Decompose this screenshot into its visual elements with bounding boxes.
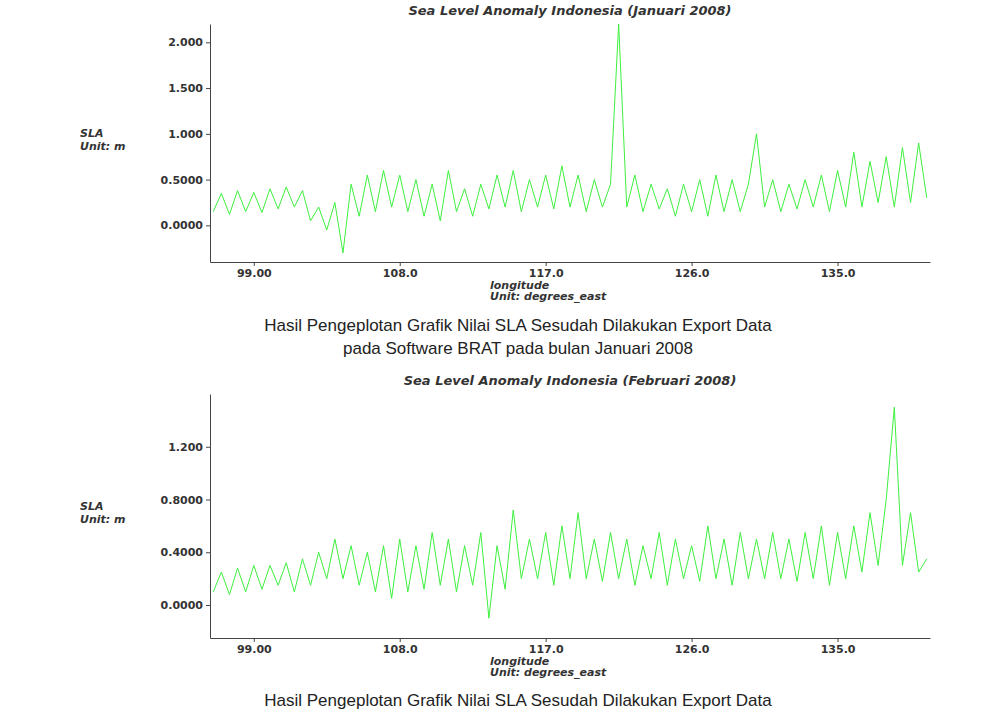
- y-tick-label: 0.0000: [161, 219, 204, 232]
- caption: Hasil Pengeplotan Grafik Nilai SLA Sesud…: [264, 691, 772, 710]
- x-tick-mark: [400, 638, 401, 642]
- y-tick-mark: [206, 605, 210, 606]
- y-axis: 0.0000 0.5000 1.000 1.500 2.000: [161, 25, 211, 263]
- y-tick-mark: [206, 180, 210, 181]
- y-tick-label: 0.4000: [161, 546, 204, 559]
- y-tick: 2.000: [168, 36, 210, 49]
- x-tick-mark: [692, 638, 693, 642]
- x-tick-label: 117.0: [529, 643, 564, 656]
- chart-title: Sea Level Anomaly Indonesia (Januari 200…: [408, 3, 731, 18]
- x-axis-title: Unit: degrees_east: [490, 666, 607, 679]
- y-tick: 1.000: [168, 128, 210, 141]
- x-tick: 108.0: [383, 638, 418, 656]
- x-tick-mark: [838, 638, 839, 642]
- x-tick-label: 126.0: [675, 267, 710, 280]
- x-tick: 135.0: [821, 262, 856, 280]
- x-tick-mark: [254, 638, 255, 642]
- y-axis-line: [210, 395, 211, 639]
- y-tick: 1.200: [168, 441, 210, 454]
- y-tick-label: 0.0000: [161, 599, 204, 612]
- x-axis: 99.00 108.0 117.0 126.0 135.0: [211, 262, 931, 280]
- x-tick: 135.0: [821, 638, 856, 656]
- y-tick-label: 1.500: [168, 82, 203, 95]
- y-tick: 1.500: [168, 82, 210, 95]
- y-tick-label: 1.200: [168, 441, 203, 454]
- y-tick-mark: [206, 42, 210, 43]
- chart-panel: Sea Level Anomaly Indonesia (Februari 20…: [58, 372, 968, 680]
- x-tick: 99.00: [237, 262, 272, 280]
- x-tick: 108.0: [383, 262, 418, 280]
- x-axis-title: Unit: degrees_east: [490, 290, 607, 303]
- x-axis-line: [211, 262, 931, 263]
- caption: Hasil Pengeplotan Grafik Nilai SLA Sesud…: [264, 316, 772, 335]
- y-axis-title: Unit: m: [80, 140, 125, 153]
- y-tick-label: 0.5000: [161, 174, 204, 187]
- panel-background: [58, 372, 968, 680]
- x-tick-label: 99.00: [237, 267, 272, 280]
- y-axis: 0.0000 0.4000 0.8000 1.200: [161, 395, 211, 639]
- plot-area: [213, 407, 927, 618]
- x-tick-label: 108.0: [383, 643, 418, 656]
- y-axis-title: SLA: [80, 127, 103, 140]
- y-axis-line: [210, 25, 211, 263]
- panel-background: [58, 0, 968, 306]
- x-tick-label: 135.0: [821, 643, 856, 656]
- y-tick: 0.0000: [161, 219, 210, 232]
- sla-line: [213, 407, 927, 618]
- x-tick: 99.00: [237, 638, 272, 656]
- chart-title: Sea Level Anomaly Indonesia (Februari 20…: [404, 373, 737, 388]
- x-tick: 117.0: [529, 262, 564, 280]
- sla-line: [213, 24, 927, 253]
- y-tick-mark: [206, 552, 210, 553]
- y-tick-mark: [206, 88, 210, 89]
- plot-area: [213, 24, 927, 253]
- x-axis-line: [211, 638, 931, 639]
- x-tick-mark: [546, 262, 547, 266]
- x-tick-label: 117.0: [529, 267, 564, 280]
- y-tick-mark: [206, 500, 210, 501]
- y-tick-label: 2.000: [168, 36, 203, 49]
- y-tick-mark: [206, 447, 210, 448]
- y-tick-label: 0.8000: [161, 494, 204, 507]
- x-axis: 99.00 108.0 117.0 126.0 135.0: [211, 638, 931, 656]
- y-tick: 0.5000: [161, 174, 210, 187]
- x-tick-label: 135.0: [821, 267, 856, 280]
- y-tick-mark: [206, 225, 210, 226]
- x-tick-label: 99.00: [237, 643, 272, 656]
- x-tick-mark: [254, 262, 255, 266]
- x-tick-label: 108.0: [383, 267, 418, 280]
- y-tick: 0.4000: [161, 546, 210, 559]
- x-tick-mark: [546, 638, 547, 642]
- x-tick: 126.0: [675, 262, 710, 280]
- x-tick: 126.0: [675, 638, 710, 656]
- slide: Sea Level Anomaly Indonesia (Januari 200…: [0, 0, 1008, 718]
- y-tick: 0.8000: [161, 494, 210, 507]
- x-tick: 117.0: [529, 638, 564, 656]
- x-tick-mark: [838, 262, 839, 266]
- y-axis-title: SLA: [80, 500, 103, 513]
- y-tick-label: 1.000: [168, 128, 203, 141]
- y-axis-title: Unit: m: [80, 513, 125, 526]
- y-tick-mark: [206, 134, 210, 135]
- x-tick-label: 126.0: [675, 643, 710, 656]
- x-tick-mark: [400, 262, 401, 266]
- chart-panel: Sea Level Anomaly Indonesia (Januari 200…: [58, 0, 968, 306]
- x-tick-mark: [692, 262, 693, 266]
- y-tick: 0.0000: [161, 599, 210, 612]
- caption: pada Software BRAT pada bulan Januari 20…: [343, 339, 693, 358]
